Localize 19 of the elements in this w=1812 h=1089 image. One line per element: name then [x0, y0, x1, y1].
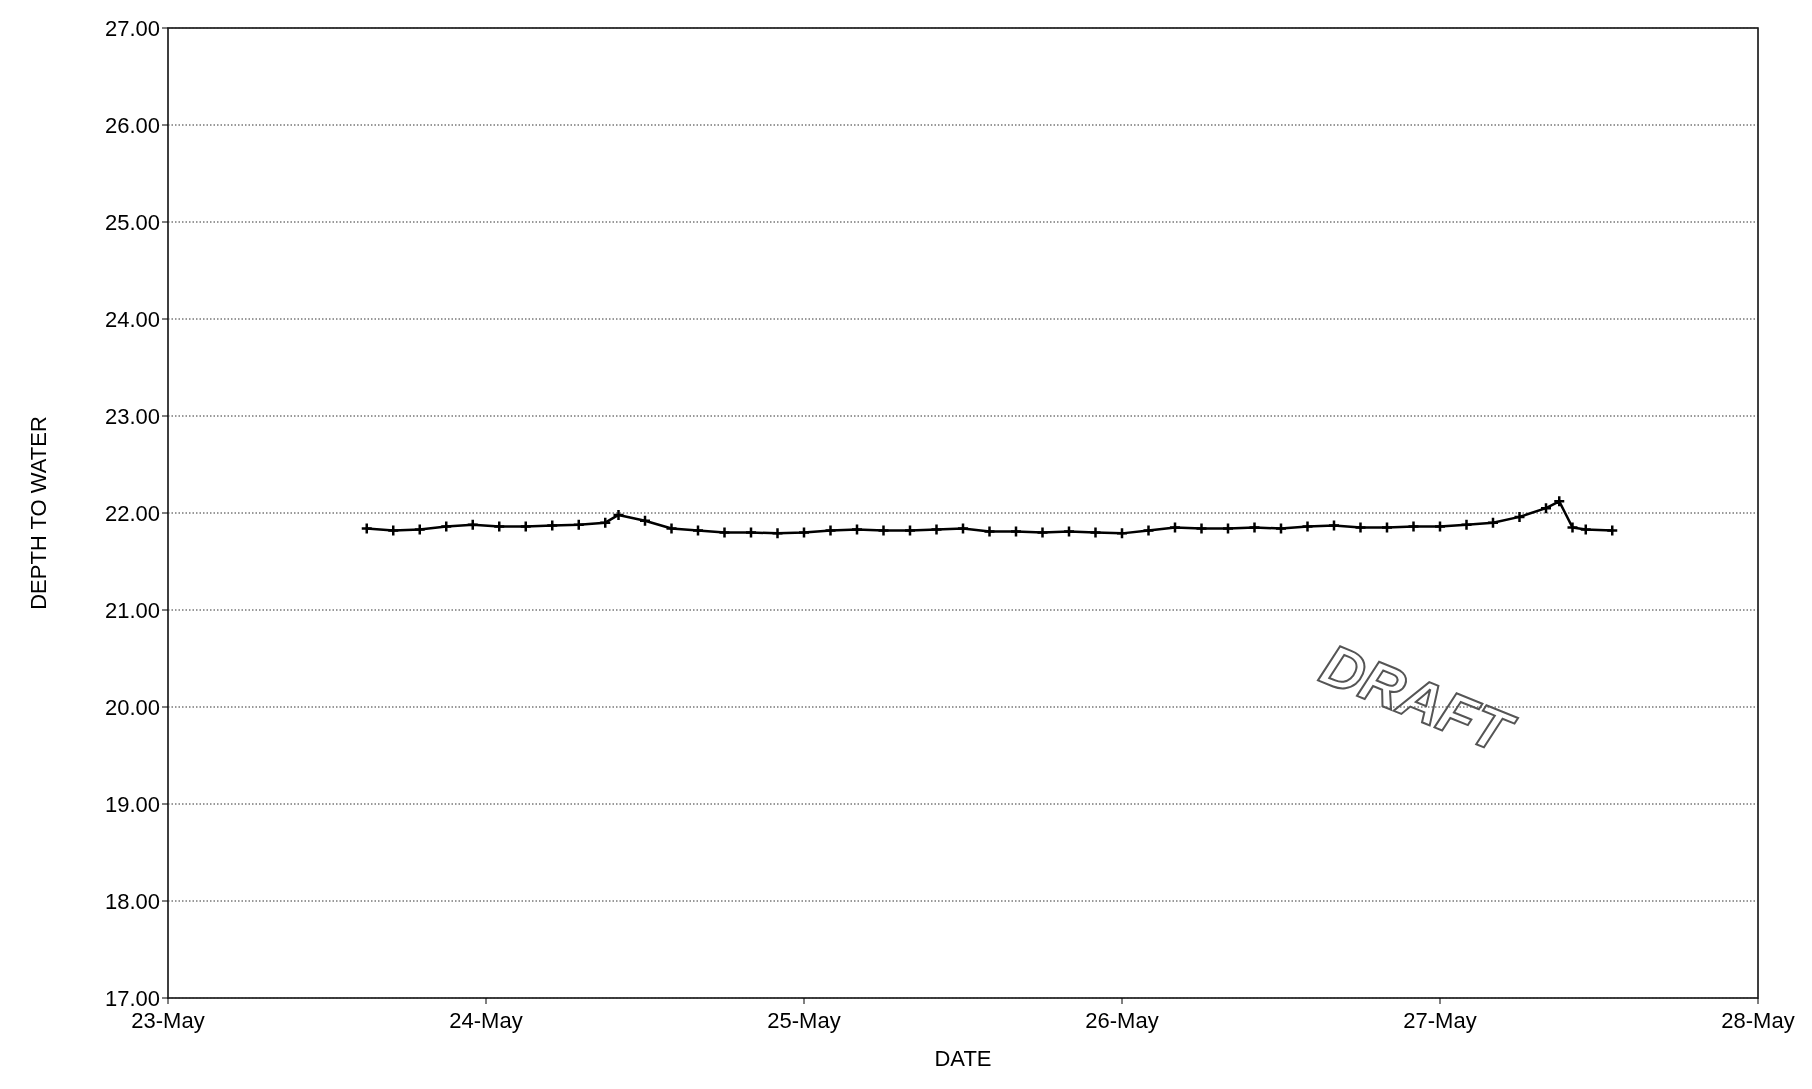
x-tick-label: 27-May — [1403, 1008, 1477, 1033]
y-tick-label: 27.00 — [104, 15, 160, 41]
x-tick-label: 25-May — [767, 1008, 841, 1033]
y-tick-label: 17.00 — [104, 985, 160, 1011]
y-tick-label: 26.00 — [104, 112, 160, 138]
y-tick-label: 22.00 — [104, 500, 160, 526]
y-tick-label: 25.00 — [104, 209, 160, 235]
y-tick-label: 23.00 — [104, 403, 160, 429]
y-axis-title: DEPTH TO WATER — [26, 416, 51, 610]
x-tick-label: 28-May — [1721, 1008, 1795, 1033]
x-axis-title: DATE — [934, 1046, 992, 1071]
y-tick-label: 20.00 — [104, 694, 160, 720]
x-tick-label: 26-May — [1085, 1008, 1159, 1033]
y-tick-label: 18.00 — [104, 888, 160, 914]
y-tick-label: 24.00 — [104, 306, 160, 332]
y-tick-label: 19.00 — [104, 791, 160, 817]
x-tick-label: 24-May — [449, 1008, 523, 1033]
y-tick-label: 21.00 — [104, 597, 160, 623]
x-tick-label: 23-May — [131, 1008, 205, 1033]
